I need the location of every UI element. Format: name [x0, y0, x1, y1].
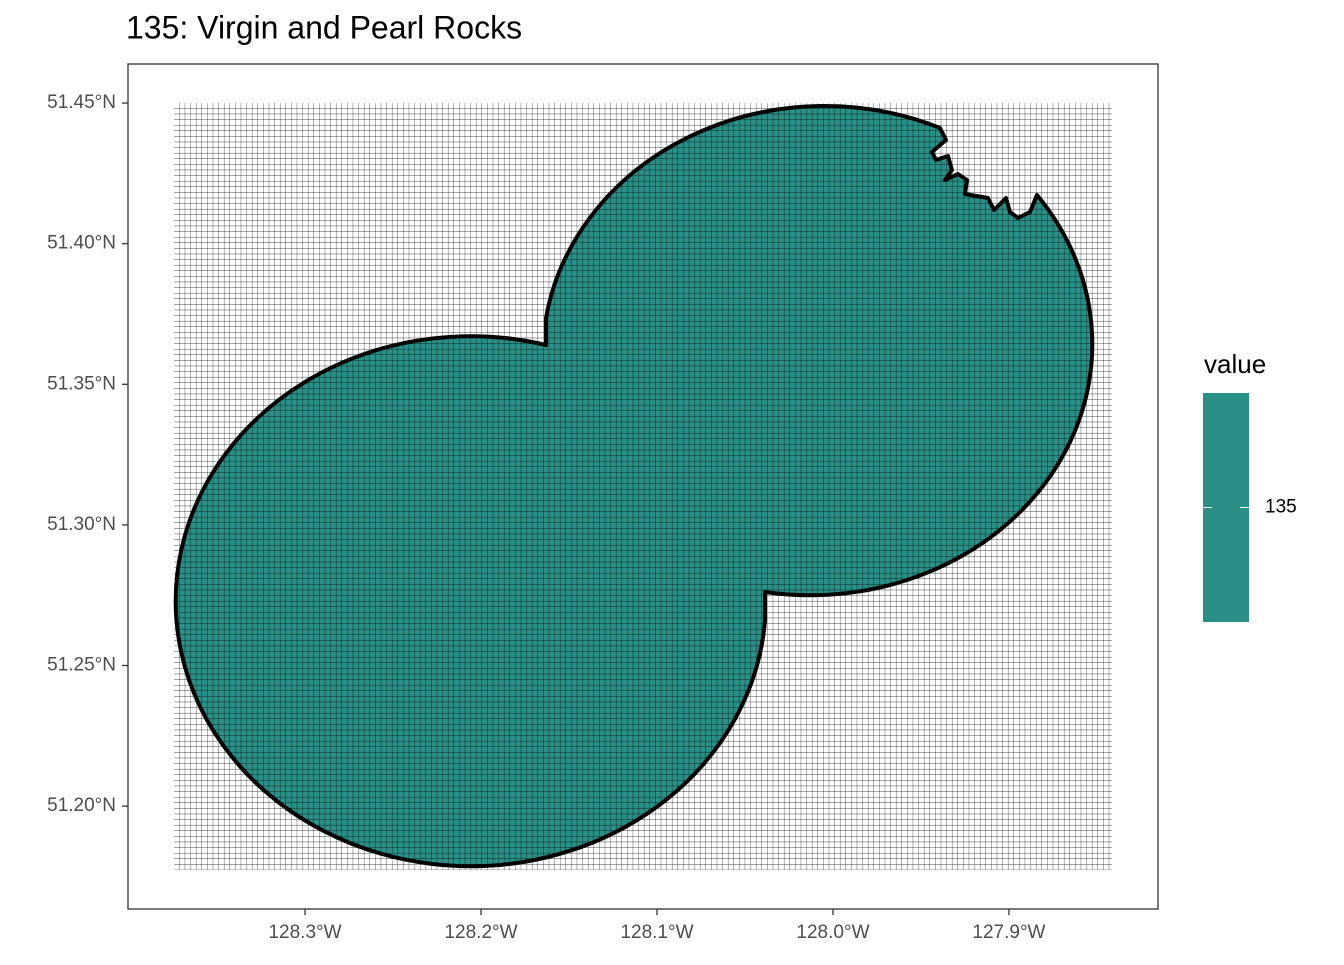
- y-tick-label: 51.35°N: [47, 373, 116, 394]
- region-outline: [173, 104, 1095, 869]
- y-tick-label: 51.45°N: [47, 92, 116, 113]
- y-tick-label: 51.30°N: [47, 514, 116, 535]
- raster-grid: [174, 103, 1112, 870]
- y-tick-label: 51.20°N: [47, 795, 116, 816]
- legend-label: 135: [1265, 497, 1297, 518]
- panel-border: [127, 63, 1159, 910]
- chart-title: 135: Virgin and Pearl Rocks: [126, 9, 522, 45]
- y-tick-label: 51.40°N: [47, 233, 116, 254]
- x-tick-label: 127.9°W: [972, 922, 1045, 943]
- x-tick-label: 128.2°W: [444, 922, 517, 943]
- y-tick-label: 51.25°N: [47, 654, 116, 675]
- x-tick-label: 128.0°W: [796, 922, 869, 943]
- legend-title: value: [1204, 349, 1266, 379]
- x-tick-label: 128.1°W: [620, 922, 693, 943]
- x-tick-label: 128.3°W: [268, 922, 341, 943]
